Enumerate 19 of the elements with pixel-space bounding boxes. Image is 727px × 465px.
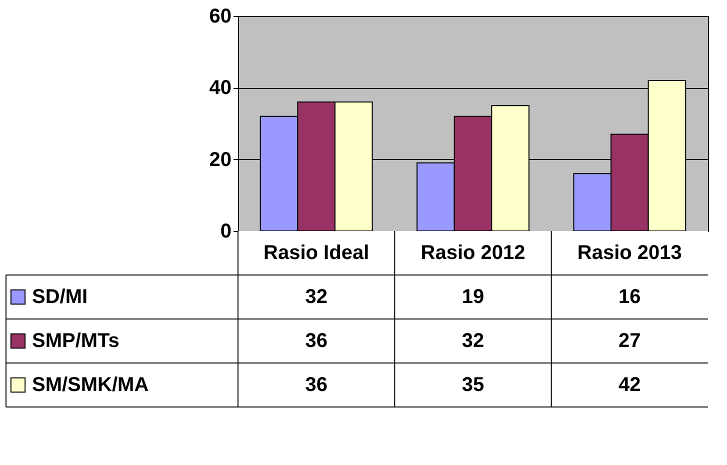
data-label: 27: [618, 330, 641, 352]
data-label: 32: [462, 330, 484, 352]
data-label: 19: [462, 286, 484, 308]
y-tick-label: 20: [209, 148, 232, 171]
legend-label: SD/MI: [32, 286, 88, 308]
data-label: 36: [305, 374, 328, 396]
legend-label: SM/SMK/MA: [32, 374, 149, 396]
y-tick-label: 60: [209, 6, 232, 28]
y-tick-label: 40: [209, 77, 232, 100]
data-label: 32: [305, 286, 328, 308]
data-label: 36: [305, 330, 328, 352]
data-label: 16: [618, 286, 641, 308]
x-tick-label: Rasio 2013: [577, 242, 682, 264]
data-label: 35: [462, 374, 484, 396]
x-tick-label: Rasio 2012: [420, 242, 526, 264]
x-tick-label: Rasio Ideal: [264, 242, 370, 264]
y-tick-label: 0: [220, 220, 232, 242]
legend-label: SMP/MTs: [32, 330, 120, 352]
data-label: 42: [618, 374, 641, 396]
